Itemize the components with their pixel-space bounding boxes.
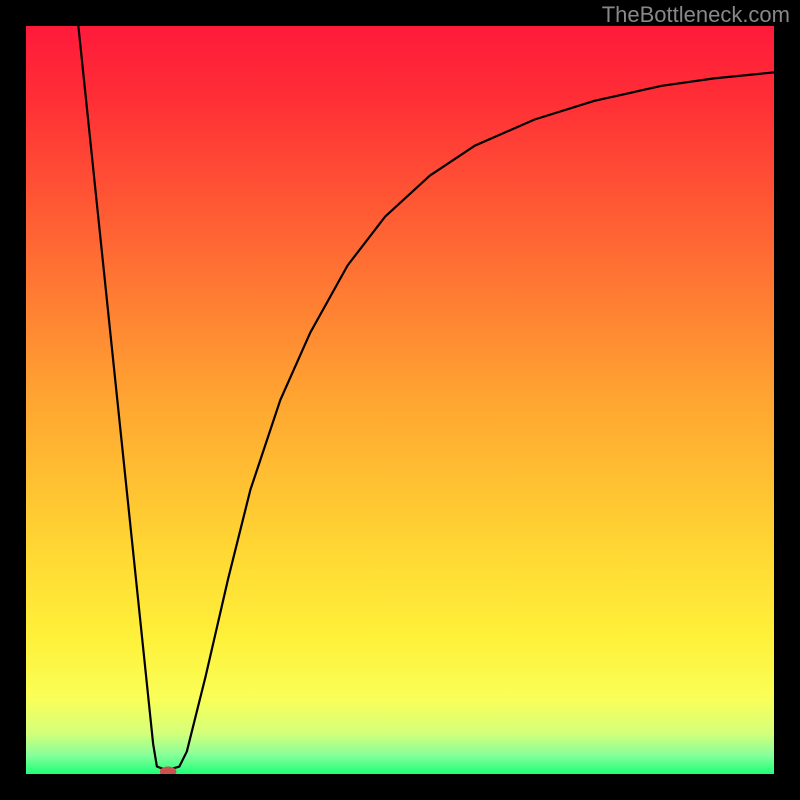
plot-area xyxy=(26,26,774,774)
chart-svg xyxy=(26,26,774,774)
credit-label: TheBottleneck.com xyxy=(602,2,790,28)
chart-frame: TheBottleneck.com xyxy=(0,0,800,800)
gradient-background xyxy=(26,26,774,774)
